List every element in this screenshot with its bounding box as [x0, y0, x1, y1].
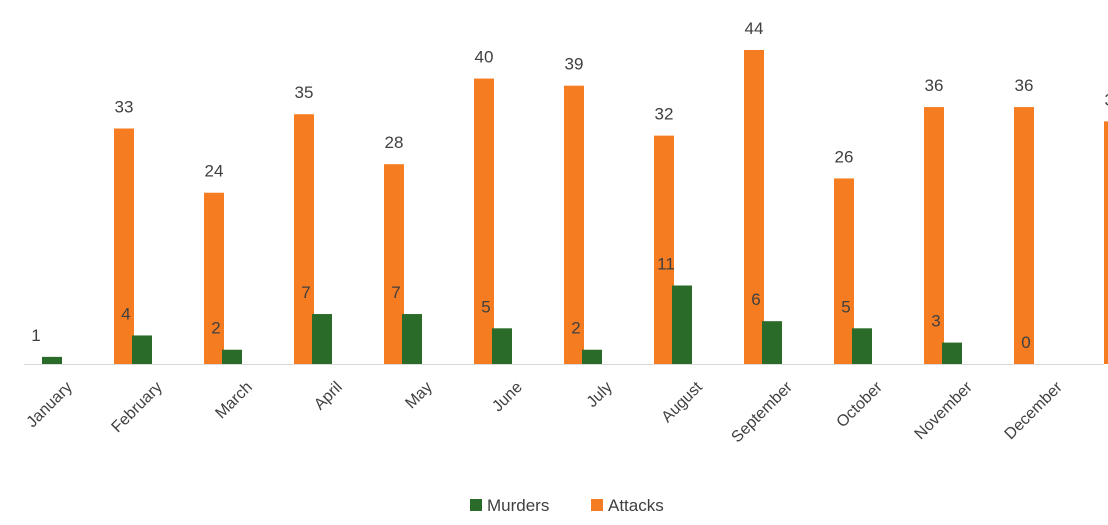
data-label-attacks-august: 44	[745, 19, 764, 38]
x-tick-label-september: September	[728, 378, 796, 446]
bar-attacks-september	[834, 178, 854, 364]
bar-attacks-february	[204, 192, 224, 364]
x-tick-label-august: August	[659, 378, 707, 426]
data-label-murders-june: 5	[481, 297, 490, 316]
data-label-murders-march: 2	[211, 319, 220, 338]
data-label-murders-november: 3	[931, 312, 940, 331]
bar-murders-may	[402, 314, 422, 364]
bar-attacks-august	[744, 50, 764, 364]
bar-attacks-november	[1014, 107, 1034, 364]
data-labels-group: 1 33 4 24 2 35 7 28 7 40 5 39 2 32 11 44 6 26 5 36 3 36 0 34	[31, 19, 1108, 352]
data-label-attacks-may: 40	[475, 48, 494, 67]
data-label-murders-july: 2	[571, 319, 580, 338]
data-label-attacks-december: 34	[1105, 90, 1108, 109]
bar-murders-july	[582, 349, 602, 364]
x-tick-label-february: February	[109, 379, 166, 436]
x-tick-label-october: October	[834, 378, 887, 431]
bar-attacks-january	[114, 128, 134, 364]
bar-attacks-october	[924, 107, 944, 364]
data-label-murders-august: 11	[657, 255, 675, 274]
x-tick-label-march: March	[212, 379, 255, 422]
legend-label-attacks: Attacks	[608, 496, 664, 515]
x-tick-label-april: April	[311, 379, 346, 414]
bar-murders-april	[312, 314, 332, 364]
data-label-murders-september: 6	[751, 290, 760, 309]
bar-murders-october	[852, 328, 872, 364]
bar-murders-august	[672, 285, 692, 364]
bar-attacks-april	[384, 164, 404, 364]
data-label-attacks-april: 28	[385, 133, 404, 152]
bar-murders-september	[762, 321, 782, 364]
bar-murders-june	[492, 328, 512, 364]
bars-group	[42, 50, 1108, 365]
bar-murders-march	[222, 349, 242, 364]
data-label-murders-october: 5	[841, 297, 850, 316]
data-label-attacks-july: 32	[655, 105, 674, 124]
x-tick-label-july: July	[584, 379, 616, 411]
bar-attacks-july	[654, 135, 674, 364]
legend-swatch-attacks	[591, 499, 603, 511]
x-tick-label-january: January	[24, 379, 76, 431]
data-label-attacks-june: 39	[565, 55, 584, 74]
x-tick-label-june: June	[489, 379, 526, 416]
data-label-attacks-october: 36	[925, 76, 944, 95]
data-label-attacks-november: 36	[1015, 76, 1034, 95]
bar-murders-february	[132, 335, 152, 364]
data-label-murders-april: 7	[301, 283, 310, 302]
data-label-murders-december: 0	[1021, 333, 1030, 352]
bar-murders-january	[42, 356, 62, 364]
data-label-attacks-february: 24	[205, 162, 224, 181]
bar-attacks-june	[564, 85, 584, 364]
bar-attacks-may	[474, 78, 494, 364]
bar-attacks-march	[294, 114, 314, 365]
legend: Murders Attacks	[470, 496, 664, 515]
data-label-attacks-september: 26	[835, 147, 854, 166]
data-label-murders-may: 7	[391, 283, 400, 302]
legend-swatch-murders	[470, 499, 482, 511]
x-tick-label-november: November	[912, 378, 977, 443]
data-label-attacks-march: 35	[295, 83, 314, 102]
x-tick-label-may: May	[402, 379, 435, 412]
bar-attacks-december	[1104, 121, 1108, 364]
data-label-murders-february: 4	[121, 304, 130, 323]
data-label-attacks-january: 33	[115, 98, 134, 117]
x-tick-labels: January February March April May June July Augu…	[24, 378, 1067, 446]
data-label-murders-january: 1	[31, 326, 40, 345]
bar-murders-november	[942, 342, 962, 364]
legend-label-murders: Murders	[487, 496, 549, 515]
x-tick-label-december: December	[1002, 378, 1067, 443]
